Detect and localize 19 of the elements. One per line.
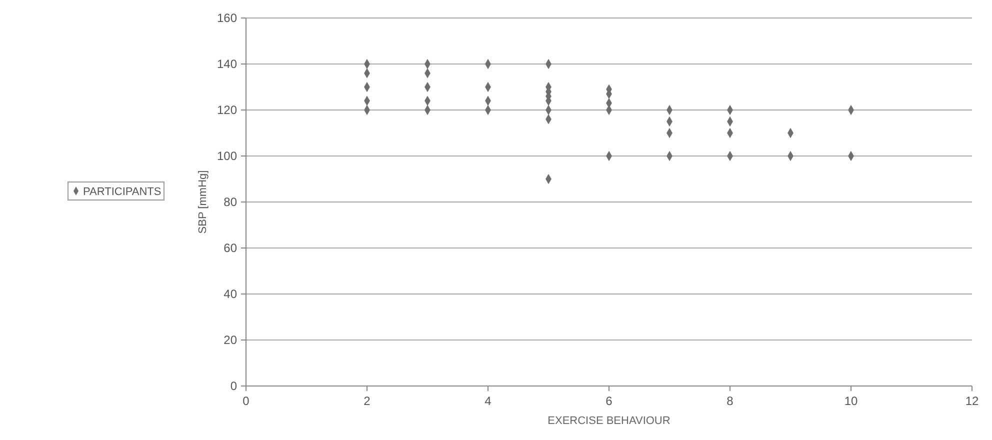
x-tick-label: 2 xyxy=(364,394,371,408)
y-tick-label: 160 xyxy=(216,11,238,26)
x-tick-label: 10 xyxy=(844,394,858,408)
x-tick-label: 0 xyxy=(242,394,250,408)
y-tick-label: 120 xyxy=(216,103,238,118)
y-tick-label: 100 xyxy=(216,149,238,164)
x-tick-label: 6 xyxy=(606,394,613,408)
y-tick-label: 0 xyxy=(230,379,238,394)
y-axis-title: SBP [mmHg] xyxy=(197,170,209,234)
x-tick-label: 4 xyxy=(484,394,492,408)
y-tick-label: 140 xyxy=(216,57,238,72)
y-tick-label: 20 xyxy=(224,333,238,348)
y-tick-label: 40 xyxy=(224,287,238,302)
x-axis-title: EXERCISE BEHAVIOUR xyxy=(548,415,670,427)
legend-label: PARTICIPANTS xyxy=(83,186,162,198)
x-tick-label: 8 xyxy=(726,394,734,408)
x-tick-label: 12 xyxy=(965,394,979,408)
y-tick-label: 80 xyxy=(224,195,238,210)
y-tick-label: 60 xyxy=(224,241,238,256)
